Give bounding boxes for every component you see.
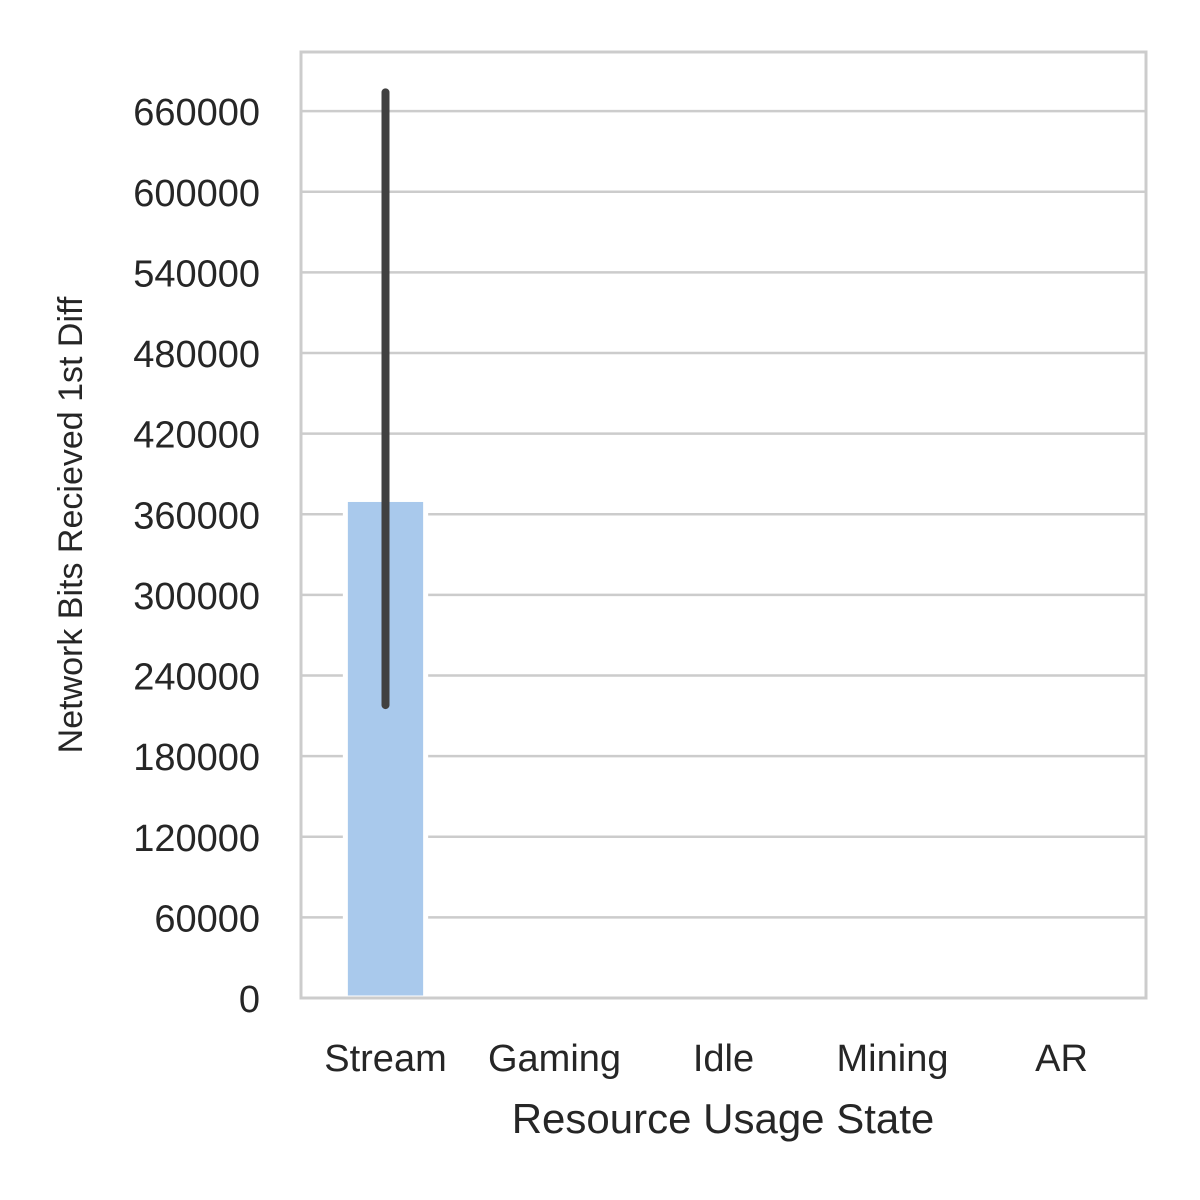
- y-tick-label: 300000: [133, 576, 260, 618]
- gridlines: [301, 109, 1146, 919]
- y-tick-labels: 0 60000 120000 180000 240000 300000 360000 4200…: [133, 92, 260, 1021]
- y-tick-label: 540000: [133, 253, 260, 295]
- x-tick-label: AR: [1035, 1038, 1088, 1080]
- y-tick-label: 0: [239, 979, 260, 1021]
- y-tick-label: 120000: [133, 818, 260, 860]
- y-tick-label: 240000: [133, 657, 260, 699]
- y-axis-label: Network Bits Recieved 1st Diff: [52, 296, 90, 753]
- x-axis-label: Resource Usage State: [512, 1095, 935, 1142]
- plot-background: [301, 52, 1146, 998]
- plot-frame: [299, 50, 1148, 1000]
- x-tick-label: Idle: [693, 1038, 754, 1080]
- y-tick-label: 60000: [154, 898, 260, 940]
- y-tick-label: 420000: [133, 415, 260, 457]
- y-tick-label: 600000: [133, 173, 260, 215]
- y-tick-label: 360000: [133, 495, 260, 537]
- y-tick-label: 480000: [133, 334, 260, 376]
- x-tick-labels: Stream Gaming Idle Mining AR: [324, 1038, 1088, 1080]
- x-tick-label: Stream: [324, 1038, 446, 1080]
- y-tick-label: 180000: [133, 737, 260, 779]
- x-tick-label: Gaming: [488, 1038, 621, 1080]
- y-tick-label: 660000: [133, 92, 260, 134]
- x-tick-label: Mining: [837, 1038, 949, 1080]
